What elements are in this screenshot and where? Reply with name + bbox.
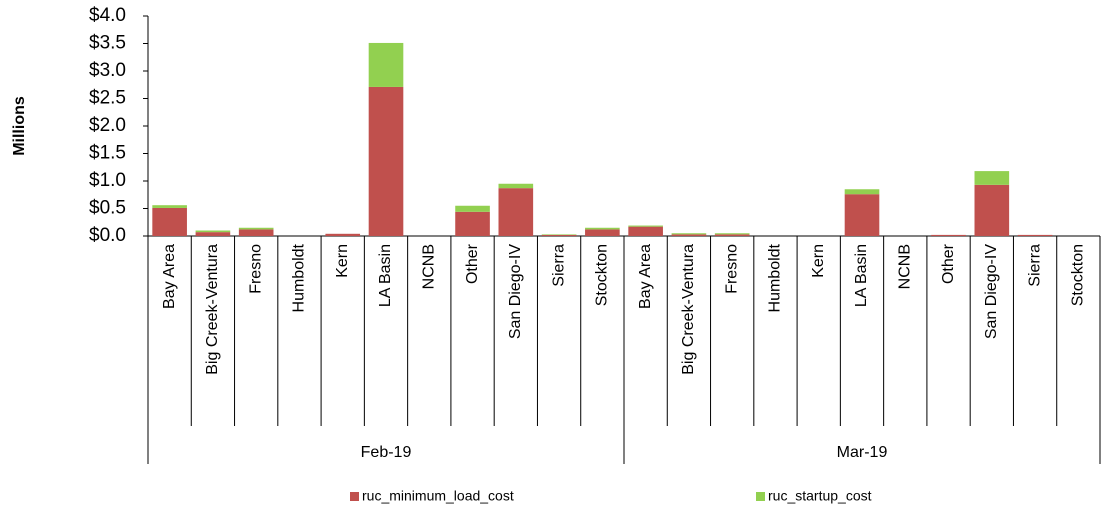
bar-segment [585, 227, 620, 230]
bar-segment [671, 233, 707, 235]
y-tick-label: $2.5 [89, 88, 126, 109]
bar-segment [714, 233, 750, 235]
x-tick-label: Fresno [723, 244, 740, 294]
bar-segment [931, 234, 966, 236]
bar-segment [714, 234, 750, 236]
bar-segment [152, 207, 187, 236]
y-axis-title: Millions [11, 96, 28, 156]
x-tick-label: Humboldt [767, 243, 784, 312]
bar-segment [974, 184, 1010, 236]
legend-swatch [756, 492, 765, 501]
x-tick-label: Other [940, 243, 957, 284]
bar-segment [368, 86, 404, 236]
bar-segment [628, 226, 663, 236]
x-tick-label: Kern [334, 244, 351, 278]
y-tick-label: $3.0 [89, 60, 126, 81]
bar-segment [541, 234, 577, 235]
x-tick-label: Humboldt [291, 243, 308, 312]
x-tick-label: Sierra [550, 244, 567, 287]
x-tick-label: NCNB [420, 244, 437, 289]
y-tick-label: $3.5 [89, 33, 126, 54]
group-label: Feb-19 [361, 444, 412, 461]
y-tick-label: $0.0 [89, 225, 126, 246]
bar-segment [195, 232, 231, 236]
bar-segment [152, 205, 187, 208]
x-tick-label: Fresno [247, 244, 264, 294]
y-tick-label: $2.0 [89, 115, 126, 136]
legend-swatch [350, 492, 359, 501]
bar-segment [498, 183, 534, 189]
bar-segment [455, 211, 490, 236]
x-tick-label: San Diego-IV [507, 244, 524, 339]
group-label: Mar-19 [837, 444, 888, 461]
y-tick-label: $4.0 [89, 5, 126, 26]
bar-segment [585, 229, 620, 236]
bar-segment [455, 205, 490, 212]
x-tick-label: LA Basin [853, 244, 870, 307]
bar-segment [844, 194, 880, 236]
bar-segment [844, 189, 880, 195]
x-tick-label: Stockton [594, 244, 611, 306]
x-tick-label: NCNB [896, 244, 913, 289]
bar-segment [238, 227, 274, 230]
x-tick-label: Sierra [1026, 244, 1043, 287]
bar-segment [541, 234, 577, 236]
x-tick-label: Bay Area [161, 244, 178, 309]
x-tick-label: Big Creek-Ventura [680, 244, 697, 375]
legend-label: ruc_minimum_load_cost [362, 488, 514, 504]
bar-segment [628, 225, 663, 227]
x-tick-label: Other [464, 243, 481, 284]
y-tick-label: $1.0 [89, 170, 126, 191]
x-tick-label: San Diego-IV [983, 244, 1000, 339]
bar-segment [238, 229, 274, 236]
bar-segment [974, 171, 1010, 185]
x-tick-label: Kern [810, 244, 827, 278]
bar-segment [1017, 234, 1053, 236]
x-tick-label: LA Basin [377, 244, 394, 307]
bar-segment [325, 233, 361, 236]
legend-label: ruc_startup_cost [768, 488, 872, 504]
x-tick-label: Big Creek-Ventura [204, 244, 221, 375]
bar-segment [671, 234, 707, 236]
x-tick-label: Bay Area [637, 244, 654, 309]
bar-segment [498, 188, 534, 236]
x-tick-label: Stockton [1070, 244, 1087, 306]
y-tick-label: $0.5 [89, 198, 126, 219]
bar-segment [195, 230, 231, 233]
y-tick-label: $1.5 [89, 143, 126, 164]
bar-segment [368, 42, 404, 87]
